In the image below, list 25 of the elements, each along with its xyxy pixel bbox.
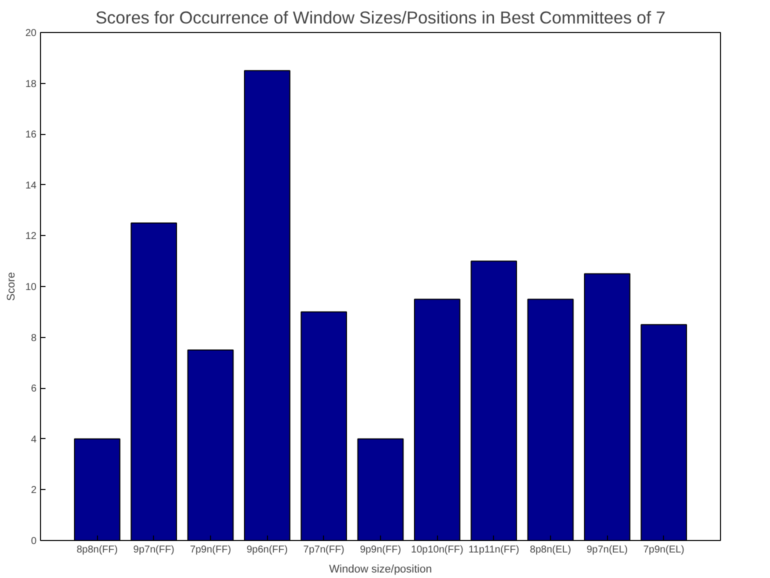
y-tick-label: 16 [25,130,37,141]
x-axis-title: Window size/position [329,564,432,576]
x-tick-label: 7p9n(EL) [643,544,684,556]
y-tick-label: 14 [25,180,37,192]
y-tick-label: 18 [25,78,37,90]
y-tick-label: 20 [25,28,37,39]
chart-title: Scores for Occurrence of Window Sizes/Positions in Best Committees of 7 [95,8,666,28]
x-tick-label: 8p8n(EL) [530,544,572,556]
x-tick-label: 11p11n(FF) [468,544,520,556]
y-tick-label: 12 [25,231,37,242]
x-tick-label: 7p9n(FF) [190,544,232,556]
y-axis-title: Score [5,272,18,301]
x-tick-label: 8p8n(FF) [76,544,118,556]
y-tick-label: 10 [25,282,37,293]
x-tick-label: 9p6n(FF) [246,544,288,556]
y-tick-label: 0 [30,536,37,547]
x-tick-label: 9p9n(FF) [360,544,402,556]
x-tick-label: 9p7n(FF) [133,544,174,556]
y-tick-label: 8 [30,332,37,344]
y-tick-label: 2 [30,485,37,496]
y-tick-label: 4 [30,434,37,446]
x-tick-label: 9p7n(EL) [586,544,628,556]
y-tick-label: 6 [30,384,37,395]
x-tick-label: 10p10n(FF) [411,544,464,556]
x-tick-label: 7p7n(FF) [303,544,344,556]
